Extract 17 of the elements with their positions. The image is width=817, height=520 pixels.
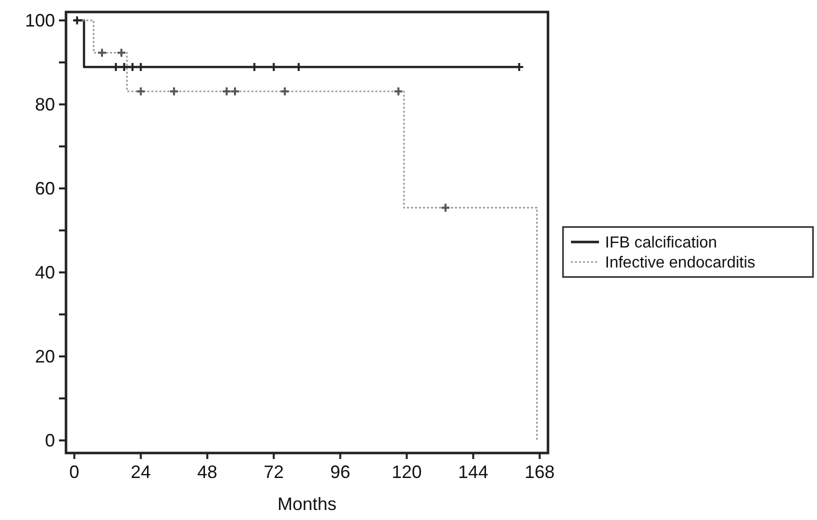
x-tick-label: 120 [392, 462, 422, 482]
x-tick-label: 72 [264, 462, 284, 482]
y-tick-label: 100 [24, 10, 55, 31]
x-tick-label: 24 [130, 462, 151, 482]
x-tick-label: 168 [524, 462, 555, 482]
x-tick-label: 96 [330, 462, 350, 482]
y-tick-label: 20 [34, 346, 55, 367]
x-tick-label: 48 [197, 462, 218, 482]
x-axis-title: Months [277, 494, 337, 514]
x-tick-label: 144 [458, 462, 488, 482]
x-tick-label: 0 [69, 462, 80, 482]
legend-label: IFB calcification [605, 234, 718, 252]
y-tick-label: 60 [34, 178, 55, 199]
y-tick-label: 0 [44, 430, 55, 451]
y-tick-label: 40 [34, 262, 55, 283]
y-tick-label: 80 [34, 94, 55, 115]
legend-label: Infective endocarditis [605, 254, 756, 272]
